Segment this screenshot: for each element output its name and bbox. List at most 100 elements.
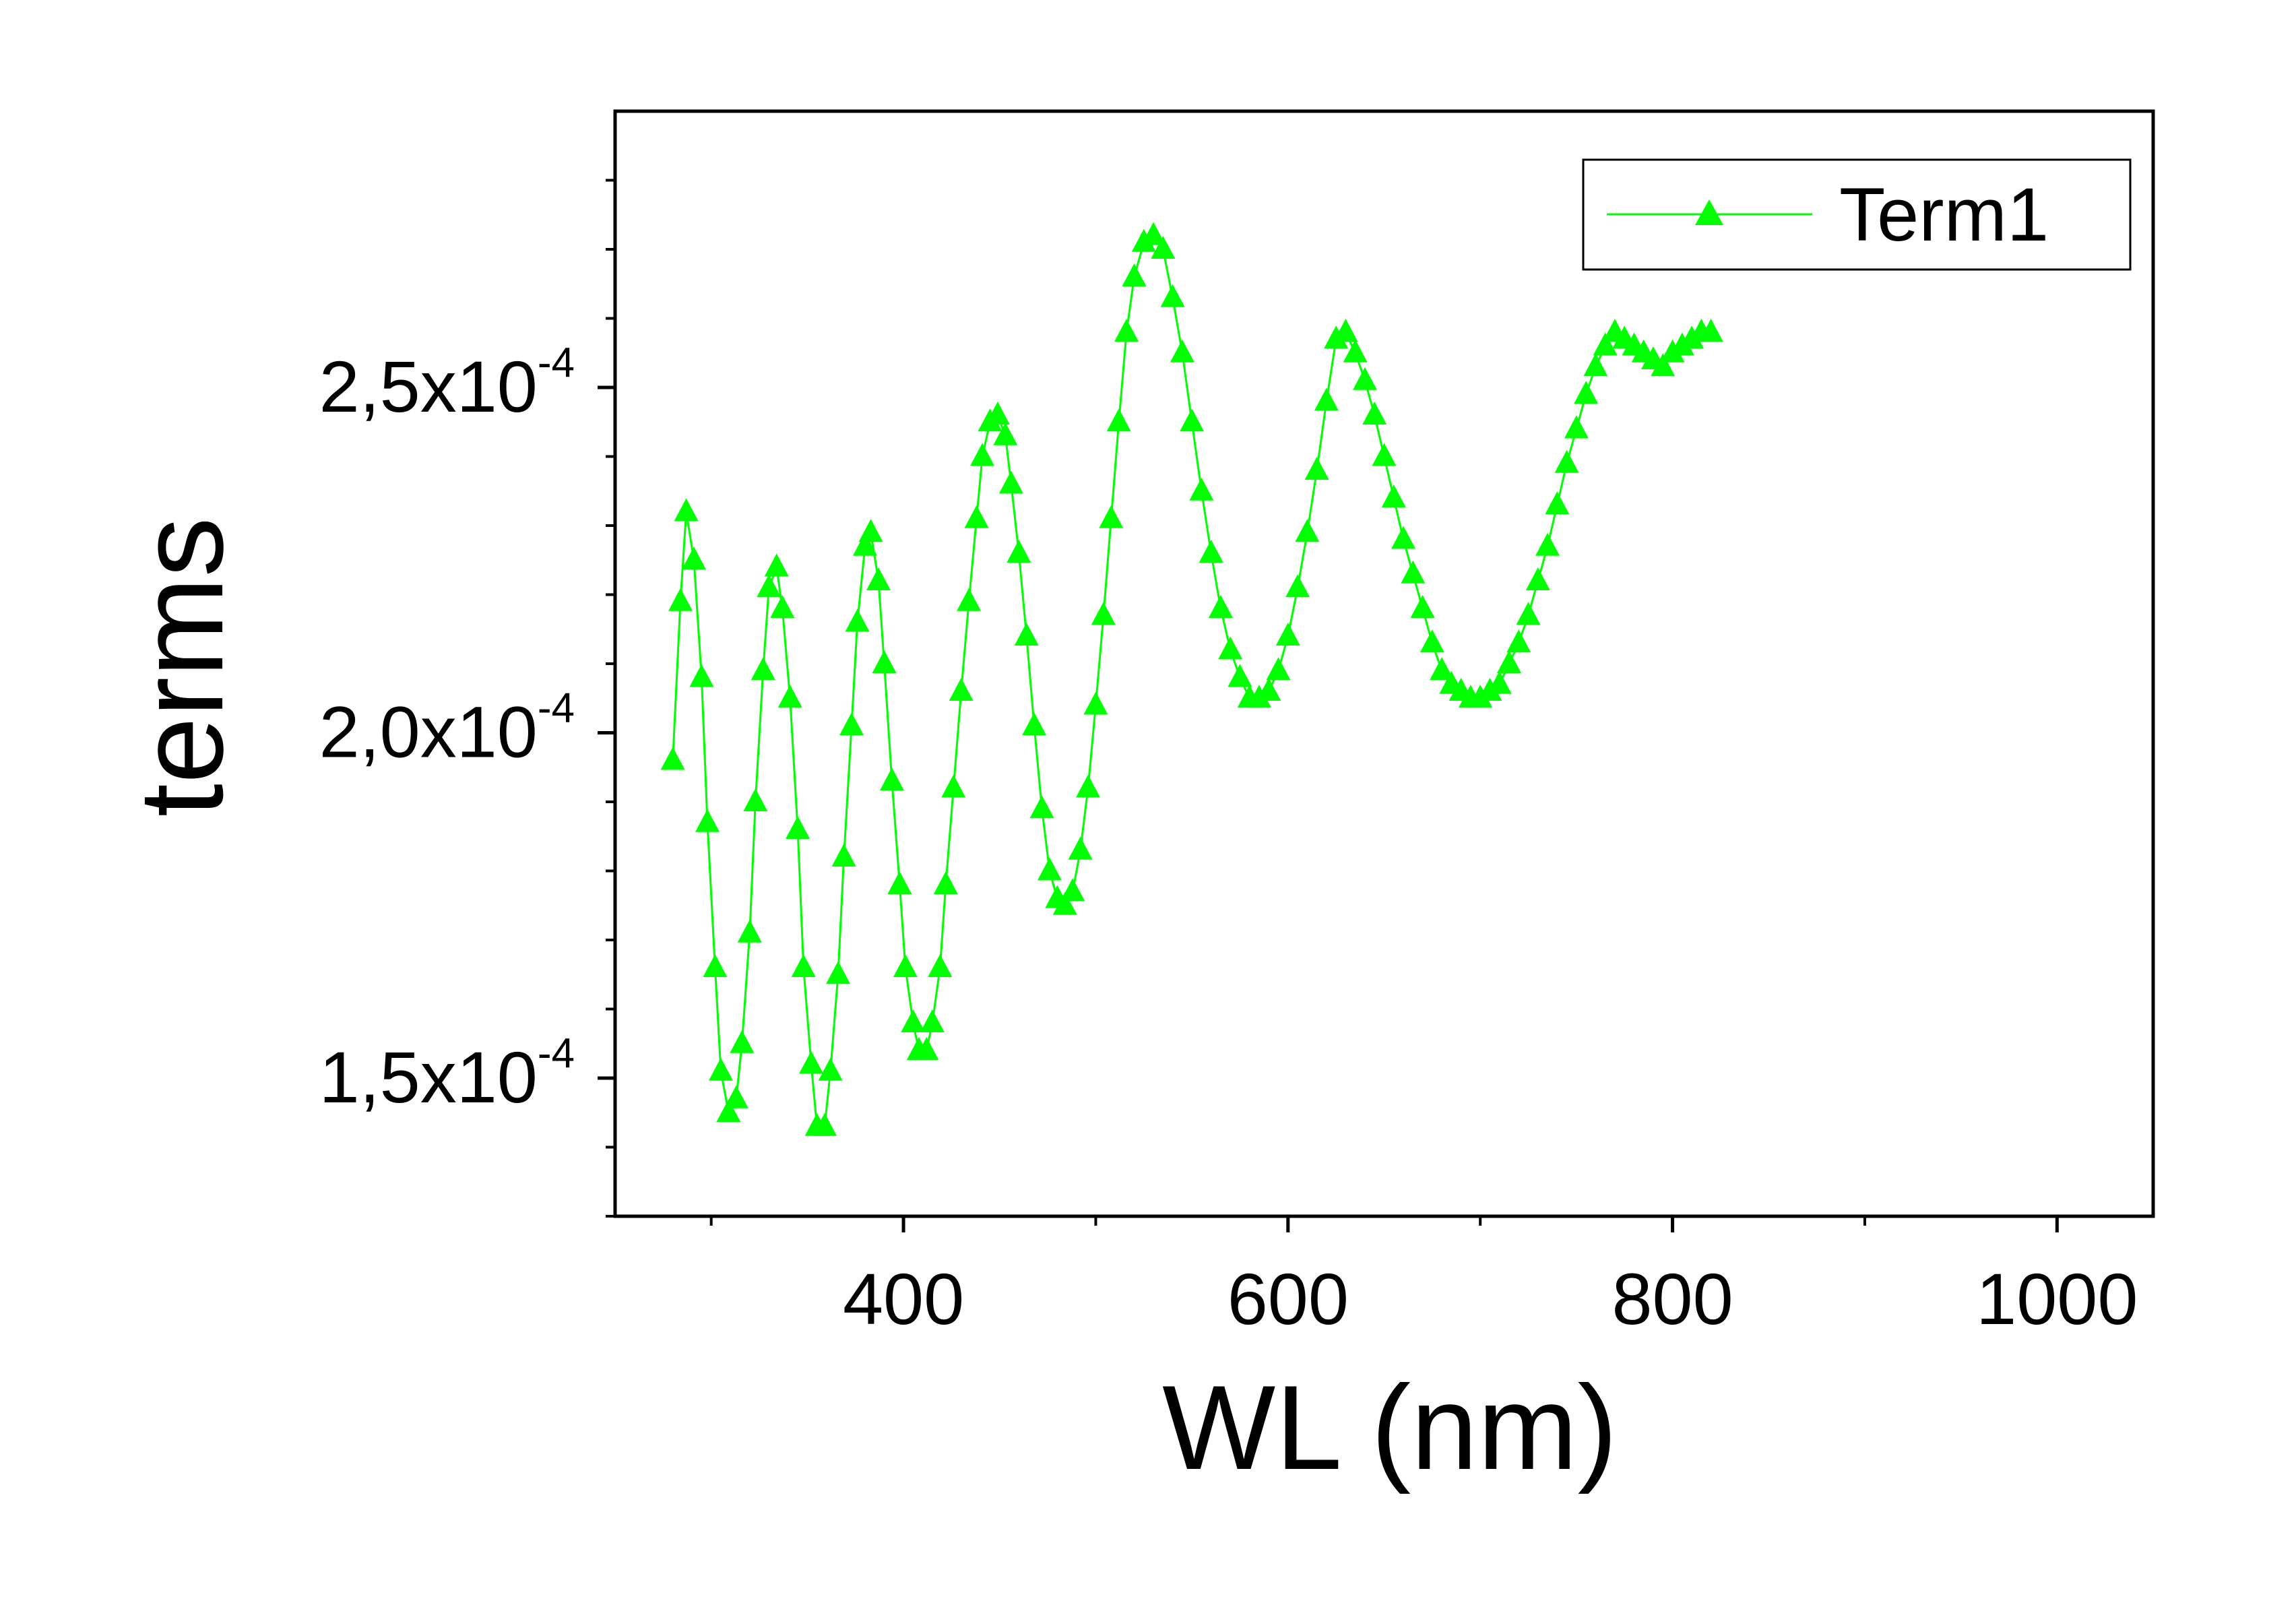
data-point-marker (682, 546, 707, 570)
data-point-marker (993, 422, 1018, 445)
data-point-marker (1007, 540, 1031, 563)
data-point-marker (716, 1099, 741, 1123)
data-point-marker (1141, 222, 1166, 245)
data-point-marker (920, 1009, 945, 1032)
data-point-marker (928, 954, 953, 977)
data-point-marker (1218, 636, 1243, 660)
data-point-marker (1114, 319, 1139, 342)
data-point-marker (724, 1085, 748, 1108)
data-point-marker (1554, 449, 1579, 473)
data-point-marker (964, 505, 989, 528)
y-axis-title: terms (114, 517, 248, 817)
data-point-marker (1285, 574, 1310, 598)
data-point-marker (1583, 353, 1608, 377)
data-point-marker (1430, 657, 1455, 681)
plot-area (660, 222, 1723, 1136)
data-point-marker (660, 747, 685, 770)
data-point-marker (1525, 567, 1550, 590)
data-point-marker (933, 871, 958, 894)
data-point-marker (1160, 284, 1185, 307)
data-point-marker (1333, 319, 1358, 342)
data-point-marker (708, 1057, 733, 1081)
data-point-marker (1401, 560, 1426, 584)
data-point-marker (791, 954, 816, 977)
data-point-marker (1535, 532, 1560, 556)
data-point-marker (858, 519, 883, 542)
data-point-marker (777, 685, 802, 708)
data-point-marker (1227, 664, 1252, 687)
data-point-marker (1304, 457, 1329, 480)
data-point-marker (866, 567, 891, 590)
legend-label: Term1 (1839, 172, 2049, 257)
data-point-marker (1391, 526, 1416, 549)
data-point-marker (1362, 402, 1387, 425)
data-point-marker (1068, 836, 1093, 860)
data-point-marker (1151, 236, 1176, 259)
y-tick-label: 1,5x10-4 (319, 1030, 575, 1118)
x-axis-title: WL (nm) (1162, 1360, 1618, 1495)
data-point-marker (1410, 595, 1435, 618)
data-point-marker (1593, 332, 1618, 356)
data-point-marker (1381, 484, 1406, 507)
data-point-marker (1060, 878, 1085, 902)
legend-triangle-marker (1695, 199, 1723, 225)
data-point-marker (887, 871, 912, 894)
data-point-marker (689, 664, 714, 687)
x-tick-label: 800 (1612, 1258, 1733, 1340)
data-point-marker (1029, 795, 1054, 819)
data-point-marker (1372, 443, 1397, 466)
data-point-marker (1091, 602, 1116, 625)
data-point-marker (949, 678, 974, 701)
data-point-marker (1180, 408, 1205, 432)
data-point-marker (1106, 408, 1131, 432)
x-tick-label: 1000 (1976, 1258, 2138, 1340)
data-point-marker (1266, 657, 1291, 681)
data-point-marker (1022, 712, 1047, 736)
data-point-marker (1651, 353, 1676, 377)
data-point-marker (1189, 477, 1214, 501)
data-point-marker (737, 919, 762, 943)
data-point-marker (985, 402, 1010, 425)
data-point-marker (1295, 519, 1320, 542)
data-point-marker (743, 788, 768, 811)
data-point-marker (674, 498, 699, 522)
x-axis-ticks: 400 600 800 1000 (709, 1216, 2138, 1340)
data-point-marker (879, 767, 904, 791)
y-axis-ticks: 1,5x10-4 2,0x10-4 2,5x10-4 (319, 179, 615, 1218)
data-point-marker (1487, 670, 1512, 694)
y-tick-label: 2,0x10-4 (319, 685, 575, 773)
data-point-marker (1314, 387, 1339, 411)
data-point-marker (901, 1009, 926, 1032)
data-point-marker (1506, 629, 1531, 653)
data-point-marker (812, 1112, 837, 1136)
data-point-marker (998, 470, 1023, 494)
data-point-marker (852, 532, 877, 556)
data-point-marker (764, 553, 789, 577)
data-point-marker (1170, 339, 1194, 363)
data-point-marker (786, 816, 810, 839)
data-point-marker (1037, 857, 1062, 881)
data-point-marker (893, 954, 918, 977)
data-point-marker (957, 588, 982, 611)
data-point-marker (1516, 602, 1541, 625)
data-point-marker (818, 1057, 843, 1081)
data-point-marker (668, 588, 693, 611)
data-point-marker (751, 657, 775, 681)
y-tick-label: 2,5x10-4 (319, 340, 575, 427)
data-point-marker (1083, 691, 1108, 715)
data-point-marker (839, 712, 864, 736)
data-point-marker (1052, 891, 1077, 915)
data-point-marker (1352, 367, 1377, 390)
data-point-marker (1208, 595, 1233, 618)
legend: Term1 (1582, 158, 2132, 271)
data-point-marker (1275, 623, 1300, 646)
data-point-marker (970, 443, 995, 466)
data-point-marker (1420, 629, 1444, 653)
data-point-marker (1545, 491, 1570, 515)
x-tick-label: 600 (1227, 1258, 1349, 1340)
data-point-marker (1496, 650, 1521, 673)
data-point-marker (872, 650, 897, 673)
x-tick-label: 400 (843, 1258, 964, 1340)
plot-frame (613, 109, 2155, 1218)
